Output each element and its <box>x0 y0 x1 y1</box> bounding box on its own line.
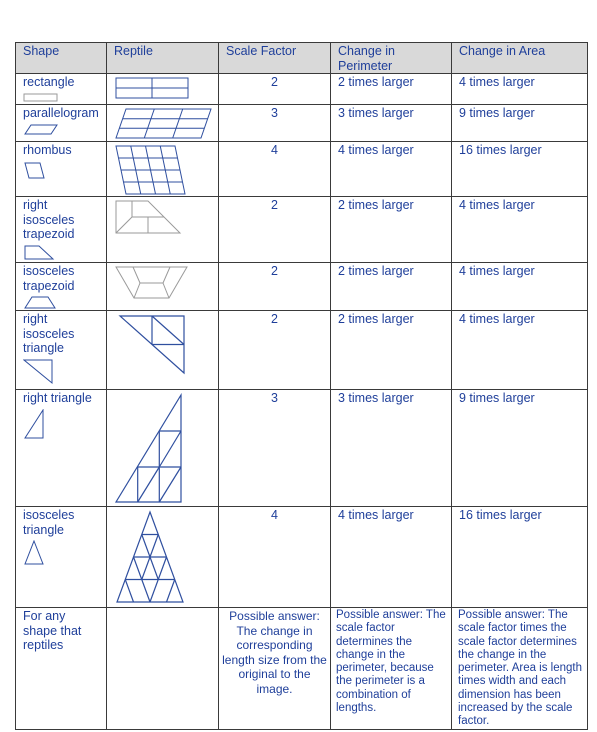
rectangle-icon <box>23 93 58 101</box>
summary-area: Possible answer: The scale factor times … <box>451 607 588 730</box>
right-triangle-icon <box>24 408 44 438</box>
parallelogram-icon <box>24 124 58 134</box>
summary-reptile-empty <box>106 607 219 730</box>
table-row: isosceles trapezoid 2 2 times larger 4 t… <box>15 262 588 311</box>
change-perimeter: 4 times larger <box>330 506 452 608</box>
shape-name: right isosceles trapezoid <box>23 198 75 241</box>
parallelogram-reptile-drawing <box>115 108 212 139</box>
shape-cell: rectangle <box>15 73 107 105</box>
reptile-cell <box>106 196 219 263</box>
right-isosceles-triangle-icon <box>23 359 53 384</box>
isosceles-trapezoid-icon <box>24 296 56 309</box>
shape-name: parallelogram <box>23 106 99 120</box>
header-row: Shape Reptile Scale Factor Change in Per… <box>15 42 588 74</box>
change-perimeter: 2 times larger <box>330 310 452 390</box>
rhombus-icon <box>24 162 45 178</box>
table-row: isosceles triangle 4 4 times larger 16 t… <box>15 506 588 608</box>
header-scale-factor: Scale Factor <box>218 42 331 74</box>
shape-cell: rhombus <box>15 141 107 197</box>
change-perimeter: 3 times larger <box>330 104 452 142</box>
change-area: 16 times larger <box>451 506 588 608</box>
shape-name: rhombus <box>23 143 72 157</box>
summary-row: For any shape that reptiles Possible ans… <box>15 607 588 730</box>
shape-name: right isosceles triangle <box>23 312 75 355</box>
shape-name: rectangle <box>23 75 75 89</box>
shape-cell: isosceles trapezoid <box>15 262 107 311</box>
scale-factor: 2 <box>218 310 331 390</box>
change-area: 4 times larger <box>451 73 588 105</box>
change-perimeter: 2 times larger <box>330 262 452 311</box>
change-perimeter: 2 times larger <box>330 73 452 105</box>
change-perimeter: 2 times larger <box>330 196 452 263</box>
reptile-cell <box>106 262 219 311</box>
isosceles-triangle-icon <box>24 540 44 565</box>
table-row: right isosceles trapezoid 2 2 times larg… <box>15 196 588 263</box>
change-area: 9 times larger <box>451 389 588 507</box>
shape-name: isosceles triangle <box>23 508 75 537</box>
table-row: rhombus 4 4 times larger 16 times larger <box>15 141 588 197</box>
reptile-cell <box>106 310 219 390</box>
right-trapezoid-reptile-drawing <box>115 200 182 234</box>
table-row: right isosceles triangle 2 2 times large… <box>15 310 588 390</box>
reptile-cell <box>106 73 219 105</box>
isosceles-triangle-reptile-drawing <box>116 510 184 603</box>
table-row: right triangle 3 3 times larger 9 times … <box>15 389 588 507</box>
scale-factor: 2 <box>218 262 331 311</box>
shape-cell: right triangle <box>15 389 107 507</box>
change-area: 16 times larger <box>451 141 588 197</box>
reptile-cell <box>106 104 219 142</box>
header-reptile: Reptile <box>106 42 219 74</box>
right-trapezoid-icon <box>24 245 55 259</box>
reptile-cell <box>106 141 219 197</box>
change-area: 9 times larger <box>451 104 588 142</box>
change-perimeter: 3 times larger <box>330 389 452 507</box>
scale-factor: 4 <box>218 141 331 197</box>
reptile-cell <box>106 389 219 507</box>
rectangle-reptile-drawing <box>115 77 189 99</box>
isosceles-trapezoid-reptile-drawing <box>115 266 188 299</box>
shape-name: isosceles trapezoid <box>23 264 75 293</box>
change-area: 4 times larger <box>451 262 588 311</box>
shape-name: right triangle <box>23 391 92 405</box>
change-perimeter: 4 times larger <box>330 141 452 197</box>
summary-scale-factor: Possible answer: The change in correspon… <box>218 607 331 730</box>
shape-cell: right isosceles trapezoid <box>15 196 107 263</box>
reptiles-table: Shape Reptile Scale Factor Change in Per… <box>15 42 588 730</box>
scale-factor: 3 <box>218 104 331 142</box>
summary-shape: For any shape that reptiles <box>15 607 107 730</box>
header-shape: Shape <box>15 42 107 74</box>
shape-cell: right isosceles triangle <box>15 310 107 390</box>
table-row: rectangle 2 2 times larger 4 times large… <box>15 73 588 105</box>
shape-cell: parallelogram <box>15 104 107 142</box>
scale-factor: 4 <box>218 506 331 608</box>
change-area: 4 times larger <box>451 310 588 390</box>
table-row: parallelogram 3 3 times larger 9 times l… <box>15 104 588 142</box>
change-area: 4 times larger <box>451 196 588 263</box>
right-isosceles-triangle-reptile-drawing <box>118 315 185 375</box>
shape-cell: isosceles triangle <box>15 506 107 608</box>
header-change-perimeter: Change in Perimeter <box>330 42 452 74</box>
rhombus-reptile-drawing <box>115 145 186 195</box>
scale-factor: 2 <box>218 73 331 105</box>
header-change-area: Change in Area <box>451 42 588 74</box>
right-triangle-reptile-drawing <box>114 392 182 503</box>
scale-factor: 3 <box>218 389 331 507</box>
reptile-cell <box>106 506 219 608</box>
scale-factor: 2 <box>218 196 331 263</box>
summary-perimeter: Possible answer: The scale factor determ… <box>330 607 452 730</box>
